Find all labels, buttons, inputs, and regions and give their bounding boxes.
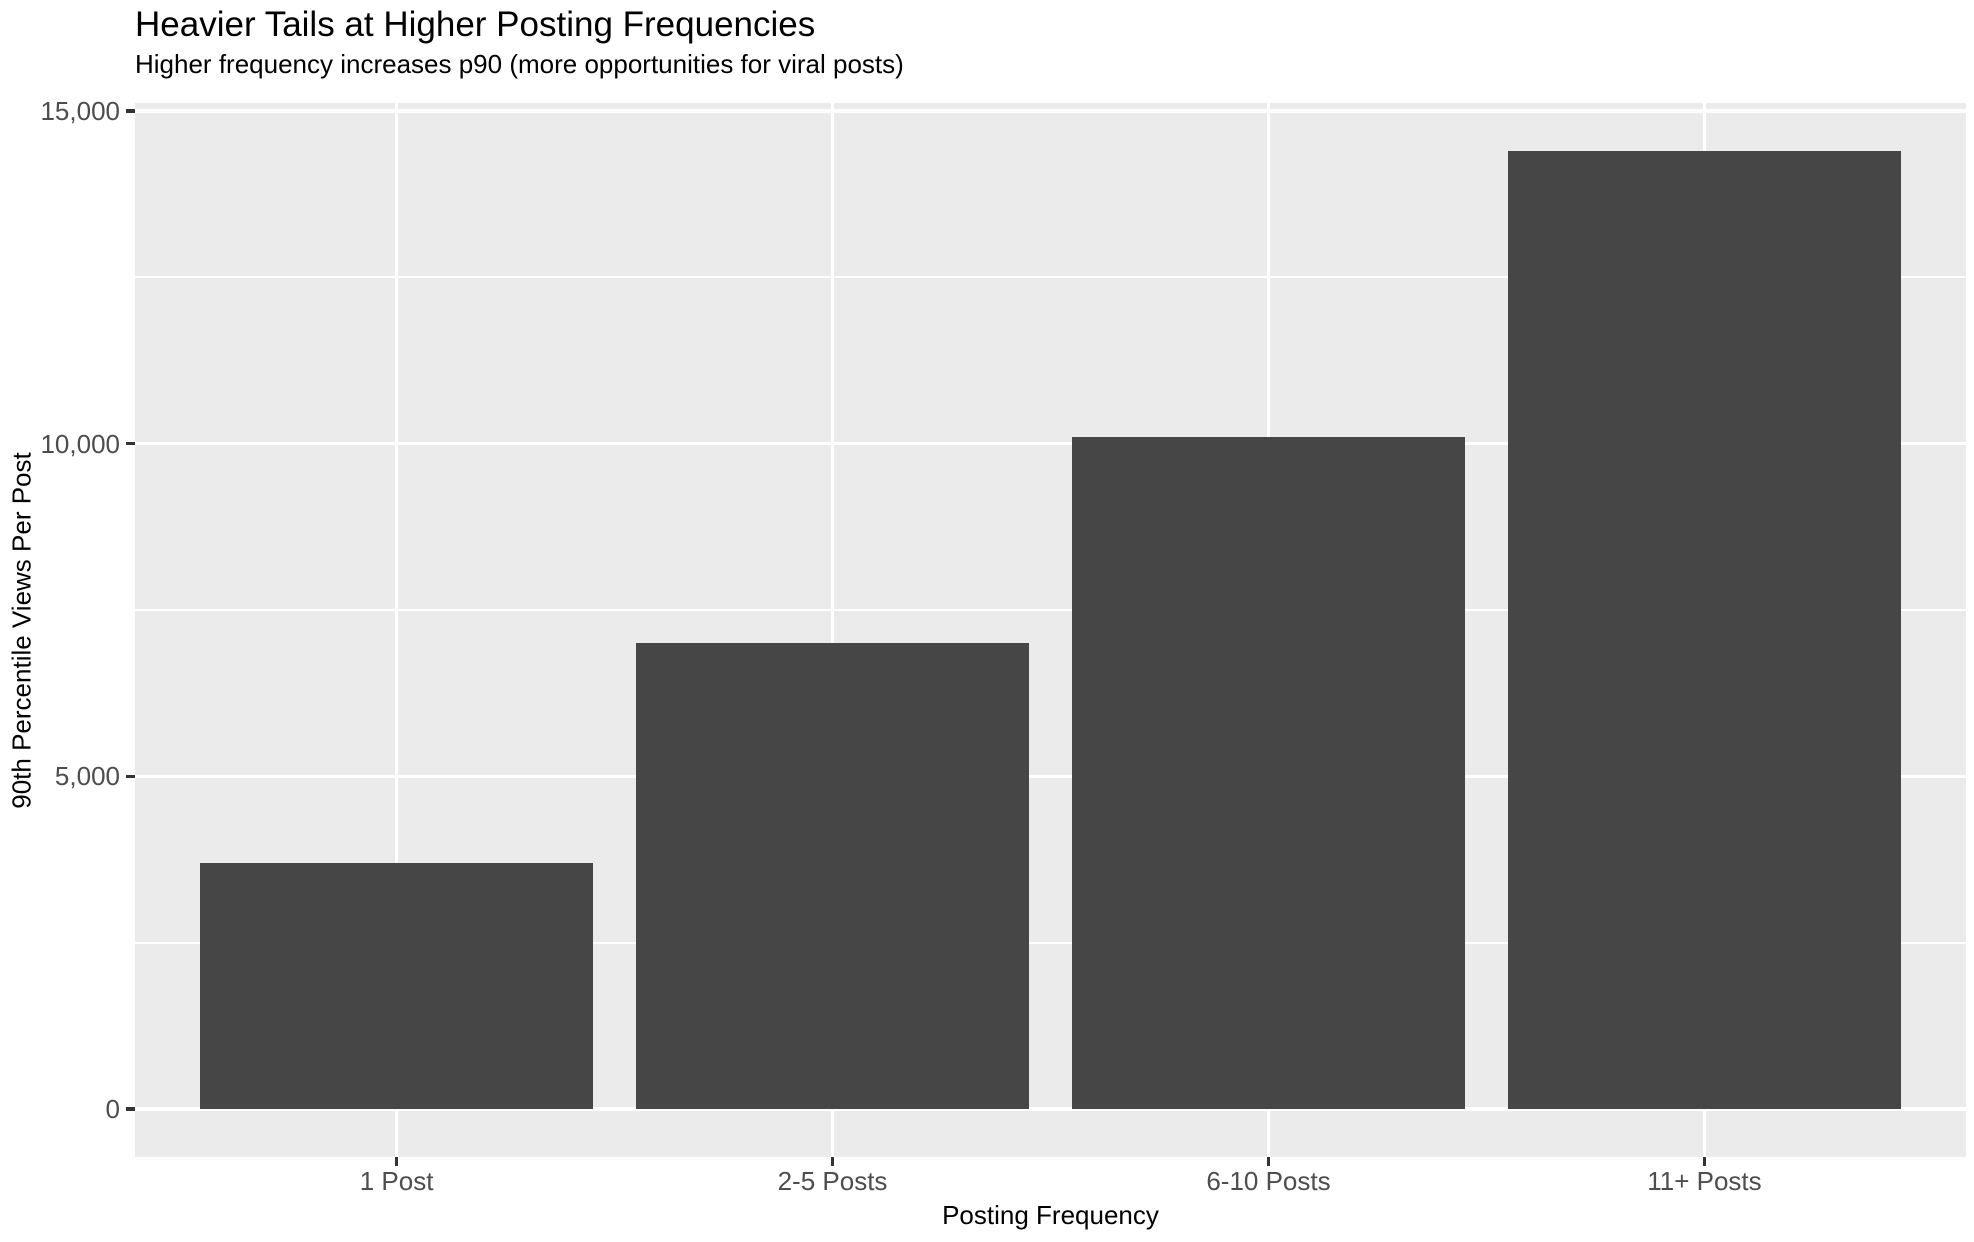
x-axis-title: Posting Frequency xyxy=(942,1200,1159,1230)
y-tick-mark xyxy=(126,441,135,446)
chart-title: Heavier Tails at Higher Posting Frequenc… xyxy=(135,5,816,44)
y-tick-label-15-000: 15,000 xyxy=(40,96,120,126)
y-major-gridline xyxy=(135,774,1966,779)
y-tick-mark xyxy=(126,774,135,779)
bar-11-posts xyxy=(1508,150,1901,1110)
y-major-gridline xyxy=(135,109,1966,113)
y-major-gridline xyxy=(135,1107,1966,1111)
y-tick-mark xyxy=(126,109,135,113)
x-major-gridline xyxy=(830,103,835,1157)
bar-1-post xyxy=(200,862,593,1110)
x-tick-mark xyxy=(394,1157,399,1166)
y-minor-gridline xyxy=(135,941,1966,944)
y-axis-title: 90th Percentile Views Per Post xyxy=(6,451,37,809)
bar-2-5-posts xyxy=(636,643,1029,1110)
y-tick-label-0: 0 xyxy=(105,1094,120,1125)
x-tick-mark xyxy=(830,1157,835,1166)
y-axis-tick-labels: 0 5,000 10,000 15,000 xyxy=(0,96,120,1157)
plot-panel xyxy=(135,103,1966,1157)
y-minor-gridline xyxy=(135,609,1966,611)
y-tick-label-5-000: 5,000 xyxy=(54,761,120,792)
y-axis-title-wrap: 90th Percentile Views Per Post xyxy=(2,103,42,1157)
bar-6-10-posts xyxy=(1072,437,1465,1110)
x-major-gridline xyxy=(394,103,399,1157)
y-tick-mark xyxy=(126,1107,135,1111)
x-tick-mark xyxy=(1266,1157,1271,1166)
y-tick-label-10-000: 10,000 xyxy=(40,428,120,459)
x-tick-label-11-posts: 11+ Posts xyxy=(1647,1166,1762,1196)
x-tick-label-1-post: 1 Post xyxy=(359,1166,434,1196)
x-tick-label-2-5-posts: 2-5 Posts xyxy=(777,1166,888,1196)
y-minor-gridline xyxy=(135,276,1966,279)
x-tick-label-6-10-posts: 6-10 Posts xyxy=(1206,1166,1331,1196)
chart-subtitle: Higher frequency increases p90 (more opp… xyxy=(135,49,904,79)
y-major-gridline xyxy=(135,441,1966,446)
x-tick-mark xyxy=(1702,1157,1707,1166)
